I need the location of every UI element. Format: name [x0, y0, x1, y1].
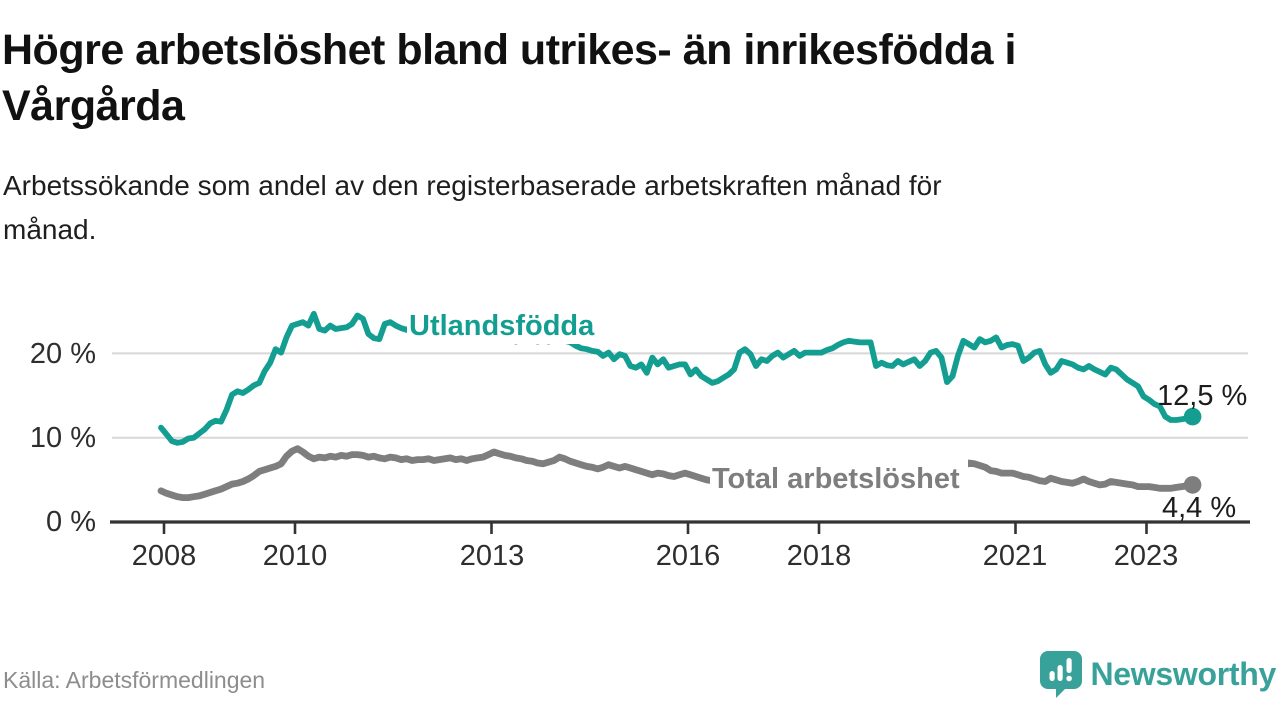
x-axis-label-2021: 2021	[982, 540, 1048, 572]
x-axis-label-2010: 2010	[262, 540, 328, 572]
y-axis-label-10: 10 %	[29, 422, 96, 454]
source-note: Källa: Arbetsförmedlingen	[3, 667, 266, 693]
x-axis-label-2016: 2016	[655, 540, 721, 572]
y-axis-label-20: 20 %	[29, 338, 96, 370]
line-total-arbetsloshet	[157, 445, 1196, 502]
chart-subtitle-line1: Arbetssökande som andel av den registerb…	[3, 170, 942, 201]
series-label-total-arbetsloshet: Total arbetslöshet	[710, 459, 968, 500]
x-axis-ticks	[162, 523, 1148, 534]
end-value-label-total: 4,4 %	[1162, 492, 1237, 524]
speech-bubble-chart-icon	[1039, 651, 1082, 698]
chart-title-line2: Vårgårda	[2, 82, 185, 130]
x-axis-label-2013: 2013	[459, 540, 525, 572]
x-axis-label-2018: 2018	[786, 540, 852, 572]
y-axis-label-0: 0 %	[46, 506, 96, 538]
end-value-label-utlandsfodda: 12,5 %	[1157, 380, 1248, 412]
series-label-utlandsfodda: Utlandsfödda	[407, 309, 601, 344]
chart-subtitle: Arbetssökande som andel av den registerb…	[3, 164, 1203, 252]
newsworthy-logo: Newsworthy	[1039, 650, 1277, 698]
gridlines	[112, 352, 1248, 439]
chart-title-line1: Högre arbetslöshet bland utrikes- än inr…	[2, 26, 1016, 74]
end-dot-total	[1183, 476, 1202, 494]
x-axis-label-2008: 2008	[131, 540, 197, 572]
chart-subtitle-line2: månad.	[3, 214, 97, 245]
end-dot-utlandsfodda	[1183, 407, 1202, 426]
line-utlandsfodda	[158, 310, 1196, 446]
x-axis-label-2023: 2023	[1113, 540, 1179, 572]
chart-title: Högre arbetslöshet bland utrikes- än inr…	[2, 22, 1262, 134]
newsworthy-wordmark: Newsworthy	[1090, 655, 1277, 692]
